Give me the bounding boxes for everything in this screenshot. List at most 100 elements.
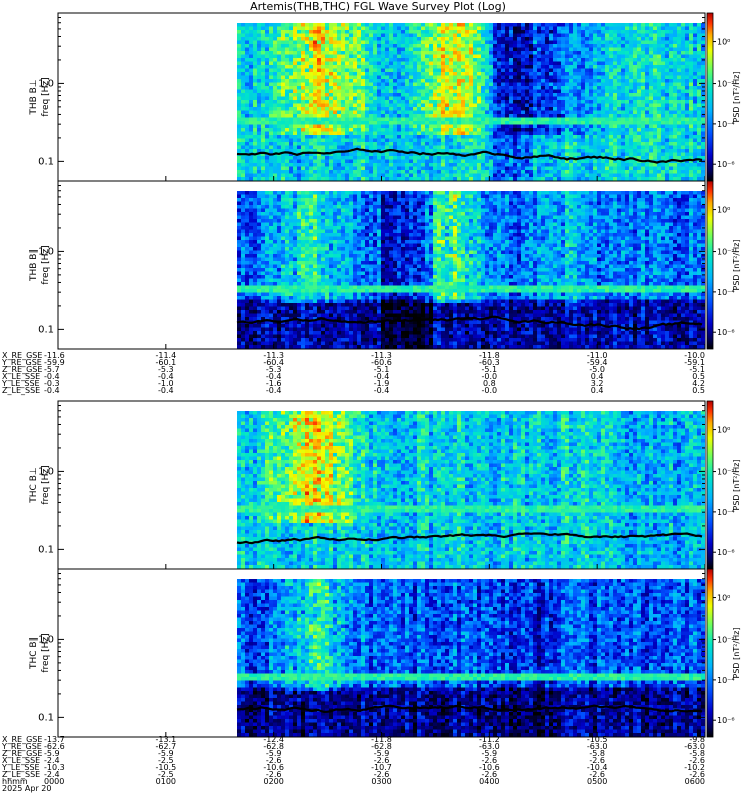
y-tick-label: 1.0	[38, 466, 54, 477]
ephemeris-value: -11.3	[371, 351, 392, 360]
ephemeris-value: -11.0	[587, 351, 608, 360]
ephemeris-value: -5.1	[482, 365, 498, 374]
ephemeris-value: -9.8	[689, 735, 705, 744]
ephemeris-value: -11.8	[479, 351, 500, 360]
ephemeris-value: 0000	[44, 777, 64, 786]
ephemeris-label: Z_LE_SSE	[2, 386, 40, 395]
y-tick-label: 1.0	[38, 78, 54, 89]
ephemeris-value: -5.3	[266, 365, 282, 374]
ephemeris-value: -5.8	[589, 749, 605, 758]
ephemeris-value: -2.6	[589, 770, 605, 779]
ephemeris-value: 0.8	[483, 379, 496, 388]
ephemeris-value: -10.2	[684, 763, 705, 772]
colorbar-tick-label: 10⁻⁶	[717, 160, 735, 169]
ephemeris-value: -62.8	[263, 742, 284, 751]
ephemeris-value: -5.9	[482, 749, 498, 758]
ephemeris-label: Y_LE_SSE	[1, 379, 40, 388]
spectrogram-cells	[237, 579, 705, 737]
ephemeris-value: -2.6	[689, 756, 705, 765]
ephemeris-value: -2.4	[44, 756, 60, 765]
colorbar-gradient	[706, 400, 714, 570]
trace-line	[236, 532, 703, 545]
ephemeris-value: 0500	[587, 777, 607, 786]
ephemeris-value: -59.4	[587, 358, 608, 367]
ephemeris-value: -59.9	[44, 358, 65, 367]
ephemeris-value: 0100	[156, 777, 176, 786]
ephemeris-value: -10.4	[587, 763, 608, 772]
ephemeris-value: -5.1	[374, 365, 390, 374]
spectrogram-cells	[237, 191, 705, 349]
ephemeris-value: -5.9	[374, 749, 390, 758]
ephemeris-label: Y_RE_GSE	[1, 358, 42, 367]
trace-line	[236, 315, 703, 331]
ephemeris-value: -5.7	[44, 365, 60, 374]
ephemeris-value: -0.0	[482, 372, 498, 381]
ephemeris-value: -2.6	[482, 770, 498, 779]
ephemeris-value: -63.0	[479, 742, 500, 751]
ephemeris-value: -0.4	[266, 386, 282, 395]
colorbar-label: PSD [nT²/Hz]	[732, 72, 741, 123]
ephemeris-value: -63.0	[684, 742, 705, 751]
colorbar-tick-label: 10⁻²	[717, 636, 735, 645]
ephemeris-value: -60.6	[371, 358, 392, 367]
ephemeris-value: -0.3	[44, 379, 60, 388]
ephemeris-value: -60.3	[479, 358, 500, 367]
ephemeris-value: -2.4	[44, 770, 60, 779]
ephemeris-value: -59.1	[684, 358, 705, 367]
colorbar-tick-label: 10⁻⁴	[717, 508, 735, 517]
y-tick-label: 0.1	[38, 712, 54, 723]
ephemeris-value: -1.0	[158, 379, 174, 388]
ephemeris-value: 3.2	[591, 379, 604, 388]
spectrogram-cells	[237, 23, 705, 181]
ephemeris-value: -62.6	[44, 742, 65, 751]
ephemeris-label: X_LE_SSE	[2, 756, 40, 765]
ephemeris-value: 0.4	[591, 372, 604, 381]
ephemeris-label: hhmm	[2, 777, 28, 786]
ephemeris-value: -0.4	[44, 372, 60, 381]
panel-probe-label: THB B∥	[29, 249, 39, 282]
ephemeris-label: X_RE_GSE	[2, 735, 42, 744]
ephemeris-value: -1.6	[266, 379, 282, 388]
colorbar-tick-label: 10⁻⁶	[717, 716, 735, 725]
ephemeris-value: 0600	[685, 777, 705, 786]
trace-line	[236, 704, 703, 714]
date-label: 2025 Apr 20	[2, 784, 51, 793]
ephemeris-value: -10.3	[44, 763, 65, 772]
ephemeris-label: Z_RE_GSE	[2, 749, 42, 758]
ephemeris-value: -0.4	[158, 386, 174, 395]
colorbar-tick-label: 10⁻⁴	[717, 120, 735, 129]
ephemeris-value: -62.7	[155, 742, 176, 751]
ephemeris-value: 0200	[263, 777, 283, 786]
panel-probe-label: THC B∥	[29, 637, 39, 670]
panel-ylabel: freq [Hz]	[41, 633, 51, 672]
panel-ylabel: freq [Hz]	[41, 77, 51, 116]
colorbar-label: PSD [nT²/Hz]	[732, 240, 741, 291]
colorbar-tick-label: 10⁰	[717, 206, 730, 215]
ephemeris-value: -5.8	[689, 749, 705, 758]
colorbar-tick-label: 10⁻⁶	[717, 548, 735, 557]
ephemeris-value: -10.0	[684, 351, 705, 360]
panel-probe-label: THC B⊥	[29, 467, 39, 504]
ephemeris-value: -13.7	[44, 735, 65, 744]
spectrogram-cells	[237, 411, 705, 569]
panel-probe-label: THB B⊥	[29, 79, 39, 115]
colorbar-tick-label: 10⁰	[717, 594, 730, 603]
ephemeris-value: -0.4	[44, 386, 60, 395]
colorbar-gradient	[706, 568, 714, 738]
colorbar-4: 10⁰ 10⁻² 10⁻⁴ 10⁻⁶ PSD [nT²/Hz]	[706, 568, 741, 738]
ephemeris-value: -2.5	[158, 770, 174, 779]
ephemeris-label: X_RE_GSE	[2, 351, 42, 360]
colorbar-3: 10⁰ 10⁻² 10⁻⁴ 10⁻⁶ PSD [nT²/Hz]	[706, 400, 741, 570]
ephemeris-thb: X_RE_GSE -11.6 -11.4 -11.3 -11.3 -11.8 -11.0 -1…	[1, 351, 705, 395]
ephemeris-value: -2.6	[266, 770, 282, 779]
ephemeris-label: X_LE_SSE	[2, 372, 40, 381]
ephemeris-value: 0.4	[591, 386, 604, 395]
y-tick-label: 0.1	[38, 544, 54, 555]
colorbar-label: PSD [nT²/Hz]	[732, 460, 741, 511]
colorbar-tick-label: 10⁻⁶	[717, 328, 735, 337]
ephemeris-label: Z_LE_SSE	[2, 770, 40, 779]
